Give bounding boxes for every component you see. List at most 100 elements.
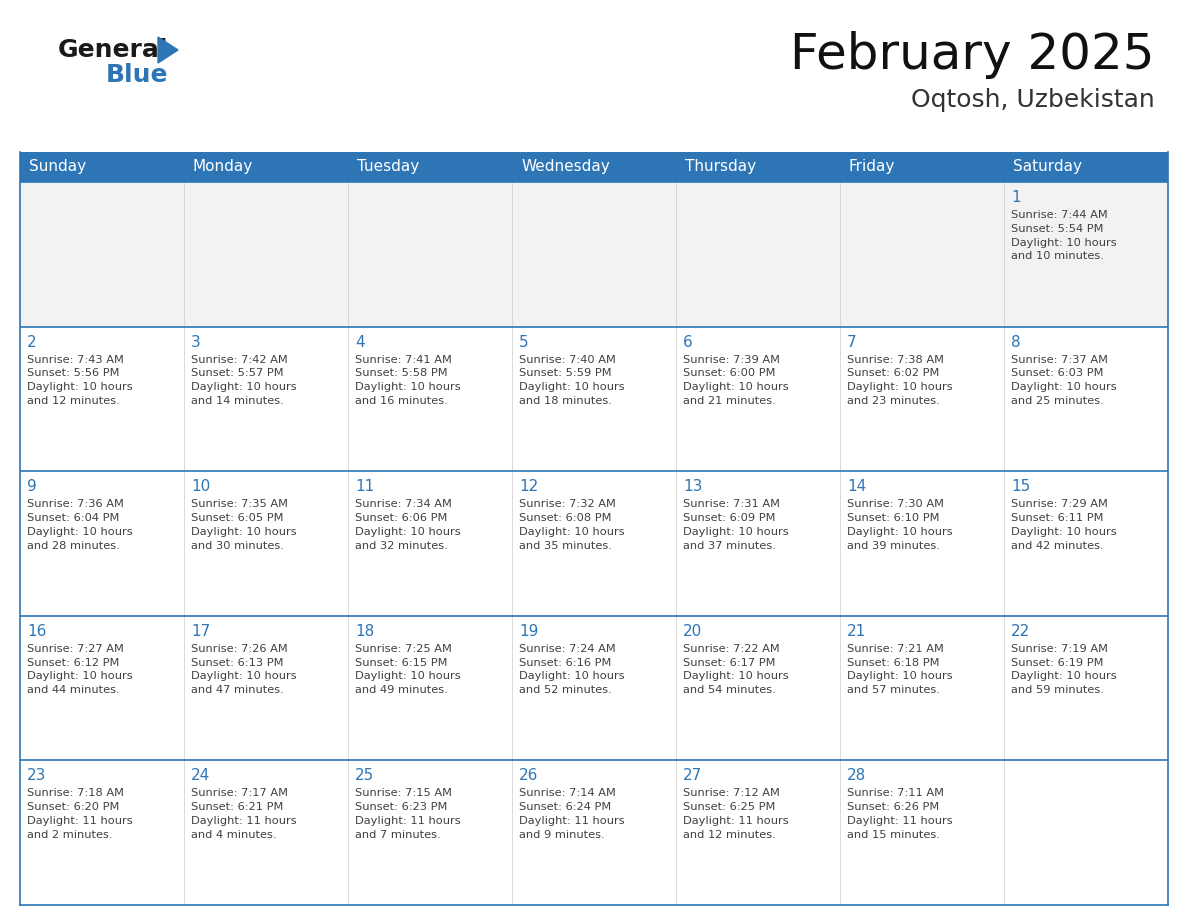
Text: 8: 8: [1011, 334, 1020, 350]
Text: Daylight: 10 hours: Daylight: 10 hours: [847, 671, 953, 681]
Text: and 23 minutes.: and 23 minutes.: [847, 396, 940, 406]
Text: Sunday: Sunday: [29, 160, 86, 174]
Text: 9: 9: [27, 479, 37, 494]
Bar: [20, 152, 184, 182]
Bar: [20, 327, 1168, 471]
Text: and 52 minutes.: and 52 minutes.: [519, 685, 612, 695]
Text: Daylight: 11 hours: Daylight: 11 hours: [519, 816, 625, 826]
Text: 6: 6: [683, 334, 693, 350]
Text: Daylight: 10 hours: Daylight: 10 hours: [355, 527, 461, 537]
Text: Sunset: 6:13 PM: Sunset: 6:13 PM: [191, 657, 284, 667]
Text: Sunrise: 7:41 AM: Sunrise: 7:41 AM: [355, 354, 451, 364]
Text: and 7 minutes.: and 7 minutes.: [355, 830, 441, 840]
Text: Sunrise: 7:22 AM: Sunrise: 7:22 AM: [683, 644, 779, 654]
Text: Sunrise: 7:40 AM: Sunrise: 7:40 AM: [519, 354, 615, 364]
Text: Saturday: Saturday: [1013, 160, 1082, 174]
Text: 17: 17: [191, 624, 210, 639]
Text: Daylight: 10 hours: Daylight: 10 hours: [191, 382, 297, 392]
Text: and 32 minutes.: and 32 minutes.: [355, 541, 448, 551]
Text: Daylight: 10 hours: Daylight: 10 hours: [683, 671, 789, 681]
Text: Sunrise: 7:31 AM: Sunrise: 7:31 AM: [683, 499, 781, 509]
Text: Daylight: 11 hours: Daylight: 11 hours: [847, 816, 953, 826]
Text: Sunrise: 7:24 AM: Sunrise: 7:24 AM: [519, 644, 615, 654]
Text: 22: 22: [1011, 624, 1030, 639]
Text: Sunset: 5:59 PM: Sunset: 5:59 PM: [519, 368, 612, 378]
Text: Daylight: 11 hours: Daylight: 11 hours: [191, 816, 297, 826]
Text: and 30 minutes.: and 30 minutes.: [191, 541, 284, 551]
Text: Sunset: 6:15 PM: Sunset: 6:15 PM: [355, 657, 448, 667]
Text: and 10 minutes.: and 10 minutes.: [1011, 252, 1104, 262]
Text: and 44 minutes.: and 44 minutes.: [27, 685, 120, 695]
Text: 26: 26: [519, 768, 538, 783]
Text: 2: 2: [27, 334, 37, 350]
Bar: [840, 152, 1004, 182]
Text: Daylight: 10 hours: Daylight: 10 hours: [1011, 382, 1117, 392]
Bar: [184, 152, 348, 182]
Text: Daylight: 10 hours: Daylight: 10 hours: [1011, 527, 1117, 537]
Text: Sunrise: 7:11 AM: Sunrise: 7:11 AM: [847, 789, 944, 799]
Text: 18: 18: [355, 624, 374, 639]
Text: Sunset: 6:18 PM: Sunset: 6:18 PM: [847, 657, 940, 667]
Text: Sunrise: 7:37 AM: Sunrise: 7:37 AM: [1011, 354, 1108, 364]
Text: Daylight: 10 hours: Daylight: 10 hours: [355, 382, 461, 392]
Text: Sunrise: 7:21 AM: Sunrise: 7:21 AM: [847, 644, 944, 654]
Bar: [348, 152, 512, 182]
Text: Monday: Monday: [192, 160, 253, 174]
Text: Sunset: 5:56 PM: Sunset: 5:56 PM: [27, 368, 120, 378]
Text: Sunset: 6:00 PM: Sunset: 6:00 PM: [683, 368, 776, 378]
Text: Sunset: 6:26 PM: Sunset: 6:26 PM: [847, 802, 940, 812]
Text: Sunrise: 7:36 AM: Sunrise: 7:36 AM: [27, 499, 124, 509]
Text: Daylight: 10 hours: Daylight: 10 hours: [683, 527, 789, 537]
Text: Sunset: 5:58 PM: Sunset: 5:58 PM: [355, 368, 448, 378]
Bar: [676, 152, 840, 182]
Text: 24: 24: [191, 768, 210, 783]
Text: Daylight: 10 hours: Daylight: 10 hours: [519, 527, 625, 537]
Text: Sunset: 6:19 PM: Sunset: 6:19 PM: [1011, 657, 1104, 667]
Text: 5: 5: [519, 334, 529, 350]
Text: Daylight: 10 hours: Daylight: 10 hours: [191, 671, 297, 681]
Text: 14: 14: [847, 479, 866, 494]
Text: Sunrise: 7:18 AM: Sunrise: 7:18 AM: [27, 789, 124, 799]
Text: Sunrise: 7:29 AM: Sunrise: 7:29 AM: [1011, 499, 1108, 509]
Text: Daylight: 10 hours: Daylight: 10 hours: [355, 671, 461, 681]
Text: Oqtosh, Uzbekistan: Oqtosh, Uzbekistan: [911, 88, 1155, 112]
Text: Sunset: 6:12 PM: Sunset: 6:12 PM: [27, 657, 119, 667]
Text: and 28 minutes.: and 28 minutes.: [27, 541, 120, 551]
Text: Sunset: 6:21 PM: Sunset: 6:21 PM: [191, 802, 284, 812]
Text: Sunset: 6:09 PM: Sunset: 6:09 PM: [683, 513, 776, 523]
Text: Sunrise: 7:34 AM: Sunrise: 7:34 AM: [355, 499, 451, 509]
Text: 1: 1: [1011, 190, 1020, 205]
Text: Sunrise: 7:26 AM: Sunrise: 7:26 AM: [191, 644, 287, 654]
Text: 13: 13: [683, 479, 702, 494]
Bar: [20, 471, 1168, 616]
Text: Daylight: 11 hours: Daylight: 11 hours: [683, 816, 789, 826]
Text: Daylight: 10 hours: Daylight: 10 hours: [27, 527, 133, 537]
Text: and 2 minutes.: and 2 minutes.: [27, 830, 113, 840]
Text: and 54 minutes.: and 54 minutes.: [683, 685, 776, 695]
Text: 15: 15: [1011, 479, 1030, 494]
Text: 27: 27: [683, 768, 702, 783]
Bar: [512, 152, 676, 182]
Text: Sunset: 6:25 PM: Sunset: 6:25 PM: [683, 802, 776, 812]
Text: Wednesday: Wednesday: [522, 160, 609, 174]
Text: Sunrise: 7:43 AM: Sunrise: 7:43 AM: [27, 354, 124, 364]
Text: 11: 11: [355, 479, 374, 494]
Text: Sunset: 6:08 PM: Sunset: 6:08 PM: [519, 513, 612, 523]
Text: Sunset: 6:17 PM: Sunset: 6:17 PM: [683, 657, 776, 667]
Text: General: General: [58, 38, 169, 62]
Text: Sunrise: 7:12 AM: Sunrise: 7:12 AM: [683, 789, 779, 799]
Text: 7: 7: [847, 334, 857, 350]
Text: Sunset: 5:57 PM: Sunset: 5:57 PM: [191, 368, 284, 378]
Text: Sunrise: 7:17 AM: Sunrise: 7:17 AM: [191, 789, 287, 799]
Text: Daylight: 10 hours: Daylight: 10 hours: [191, 527, 297, 537]
Text: Sunset: 5:54 PM: Sunset: 5:54 PM: [1011, 224, 1104, 234]
Text: Daylight: 10 hours: Daylight: 10 hours: [27, 671, 133, 681]
Text: and 21 minutes.: and 21 minutes.: [683, 396, 776, 406]
Text: Sunset: 6:06 PM: Sunset: 6:06 PM: [355, 513, 448, 523]
Text: Sunset: 6:23 PM: Sunset: 6:23 PM: [355, 802, 448, 812]
Text: and 25 minutes.: and 25 minutes.: [1011, 396, 1104, 406]
Text: Sunrise: 7:15 AM: Sunrise: 7:15 AM: [355, 789, 451, 799]
Text: Daylight: 11 hours: Daylight: 11 hours: [27, 816, 133, 826]
Text: and 16 minutes.: and 16 minutes.: [355, 396, 448, 406]
Text: and 35 minutes.: and 35 minutes.: [519, 541, 612, 551]
